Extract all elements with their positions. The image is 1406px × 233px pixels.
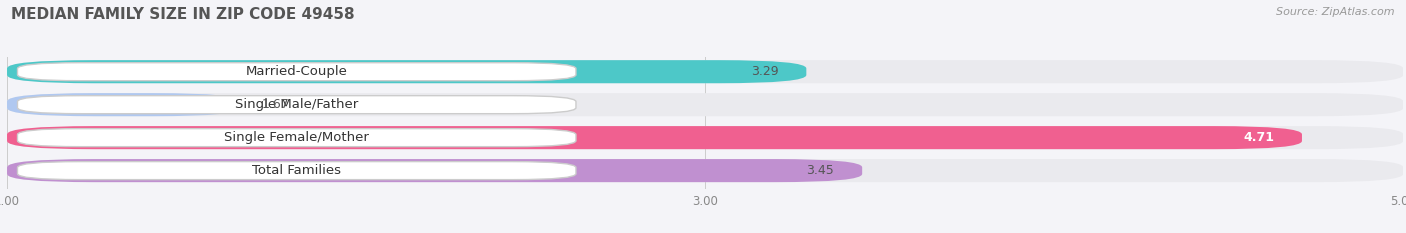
Text: Single Female/Mother: Single Female/Mother xyxy=(225,131,370,144)
FancyBboxPatch shape xyxy=(7,93,1403,116)
FancyBboxPatch shape xyxy=(7,159,862,182)
Text: 3.45: 3.45 xyxy=(807,164,834,177)
FancyBboxPatch shape xyxy=(17,129,576,147)
Text: Single Male/Father: Single Male/Father xyxy=(235,98,359,111)
Text: 3.29: 3.29 xyxy=(751,65,779,78)
FancyBboxPatch shape xyxy=(7,93,240,116)
FancyBboxPatch shape xyxy=(7,126,1302,149)
Text: MEDIAN FAMILY SIZE IN ZIP CODE 49458: MEDIAN FAMILY SIZE IN ZIP CODE 49458 xyxy=(11,7,354,22)
Text: Married-Couple: Married-Couple xyxy=(246,65,347,78)
Text: 1.67: 1.67 xyxy=(262,98,290,111)
FancyBboxPatch shape xyxy=(17,96,576,114)
FancyBboxPatch shape xyxy=(17,162,576,180)
FancyBboxPatch shape xyxy=(7,126,1403,149)
FancyBboxPatch shape xyxy=(17,63,576,81)
FancyBboxPatch shape xyxy=(7,159,1403,182)
Text: Source: ZipAtlas.com: Source: ZipAtlas.com xyxy=(1277,7,1395,17)
Text: 4.71: 4.71 xyxy=(1243,131,1274,144)
FancyBboxPatch shape xyxy=(7,60,1403,83)
Text: Total Families: Total Families xyxy=(252,164,342,177)
FancyBboxPatch shape xyxy=(7,60,806,83)
